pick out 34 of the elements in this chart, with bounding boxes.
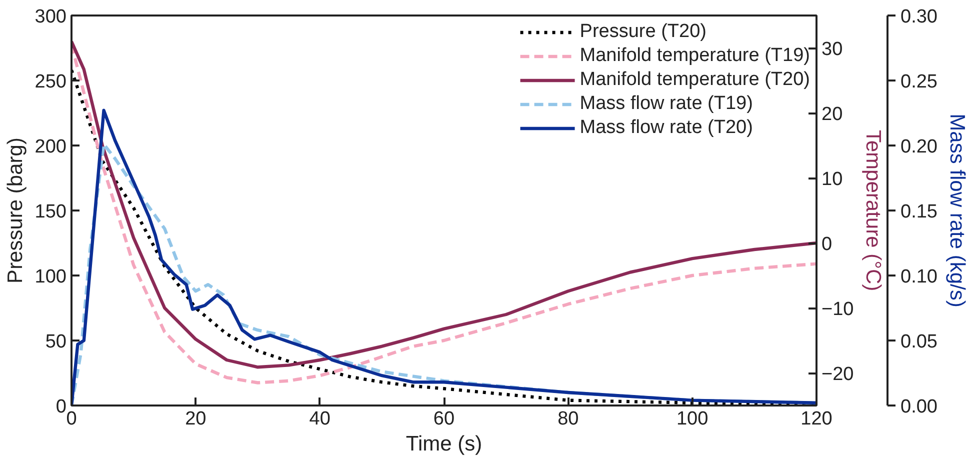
y2-tick-label: −10 (822, 299, 854, 320)
y2-tick-label: 0 (822, 234, 832, 255)
y3-axis-title: Mass flow rate (kg/s) (945, 114, 968, 308)
y2-tick-label: −20 (822, 364, 854, 385)
y3-tick-label: 0.15 (900, 202, 938, 222)
legend-label: Manifold temperature (T19) (580, 45, 810, 67)
y2-tick-label: 10 (822, 169, 843, 190)
y-axis-title: Pressure (barg) (4, 138, 27, 284)
x-tick-label: 80 (558, 408, 579, 430)
y2-tick-label: 20 (822, 104, 843, 125)
y-tick-label: 150 (34, 202, 66, 222)
y3-tick-label: 0.10 (900, 266, 938, 288)
y-tick-label: 50 (45, 332, 67, 352)
y3-tick-label: 0.05 (900, 332, 938, 352)
y3-tick-label: 0.20 (900, 136, 938, 158)
x-tick-label: 100 (676, 408, 708, 430)
x-tick-label: 20 (185, 408, 206, 430)
y2-axis-title: Temperature (°C) (862, 130, 885, 292)
y-tick-label: 200 (34, 136, 66, 158)
x-tick-label: 40 (309, 408, 330, 430)
y-tick-label: 300 (34, 6, 66, 28)
x-tick-label: 60 (433, 408, 455, 430)
y2-tick-label: 30 (822, 39, 843, 60)
legend-label: Pressure (T20) (580, 21, 706, 43)
legend-label: Mass flow rate (T19) (580, 93, 753, 115)
x-tick-label: 120 (800, 408, 832, 430)
y-tick-label: 250 (34, 72, 66, 92)
legend-label: Manifold temperature (T20) (580, 69, 810, 91)
y3-tick-label: 0.25 (900, 72, 938, 92)
y3-tick-label: 0.30 (900, 6, 938, 28)
y-tick-label: 100 (34, 266, 66, 288)
x-axis-title: Time (s) (406, 432, 482, 456)
y3-tick-label: 0.00 (900, 396, 938, 418)
legend-label: Mass flow rate (T20) (580, 117, 753, 139)
